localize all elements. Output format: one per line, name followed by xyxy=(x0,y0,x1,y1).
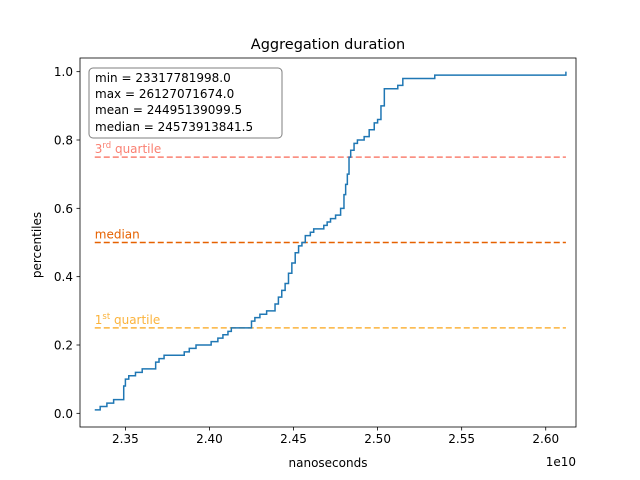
plot-area: 3rd quartile median 1st quartile xyxy=(94,71,567,411)
x-tick-label-3: 2.50 xyxy=(364,432,391,446)
stats-min: min = 23317781998.0 xyxy=(95,71,231,85)
reference-line-label-0: 3rd quartile xyxy=(95,141,161,156)
y-tick-label-3: 0.6 xyxy=(54,202,73,216)
axes-frame xyxy=(79,57,577,428)
y-tick-label-0: 0.0 xyxy=(54,407,73,421)
series-line xyxy=(94,71,567,411)
stats-max: max = 26127071674.0 xyxy=(95,87,234,101)
y-axis-label: percentiles xyxy=(30,212,44,278)
x-axis-offset-label: 1e10 xyxy=(546,455,576,469)
x-tick-label-5: 2.60 xyxy=(532,432,559,446)
chart-title: Aggregation duration xyxy=(251,37,405,53)
stats-median: median = 24573913841.5 xyxy=(95,120,253,134)
stats-box-frame xyxy=(88,67,283,139)
x-axis-label: nanoseconds xyxy=(289,456,368,470)
x-tick-label-1: 2.40 xyxy=(196,432,223,446)
x-tick-label-2: 2.45 xyxy=(280,432,307,446)
reference-line-label-2: 1st quartile xyxy=(95,312,161,327)
y-tick-label-5: 1.0 xyxy=(54,65,73,79)
x-tick-label-4: 2.55 xyxy=(448,432,475,446)
x-tick-label-0: 2.35 xyxy=(112,432,139,446)
stats-mean: mean = 24495139099.5 xyxy=(95,103,242,117)
reference-line-label-1: median xyxy=(95,228,140,242)
y-tick-label-1: 0.2 xyxy=(54,339,73,353)
axes: 2.35 2.40 2.45 2.50 2.55 2.60 0.0 0.2 0.4 0.6 0.8 1… xyxy=(54,57,577,446)
y-tick-label-4: 0.8 xyxy=(54,134,73,148)
y-tick-label-2: 0.4 xyxy=(54,270,73,284)
stats-box: min = 23317781998.0 max = 26127071674.0 … xyxy=(88,67,283,139)
